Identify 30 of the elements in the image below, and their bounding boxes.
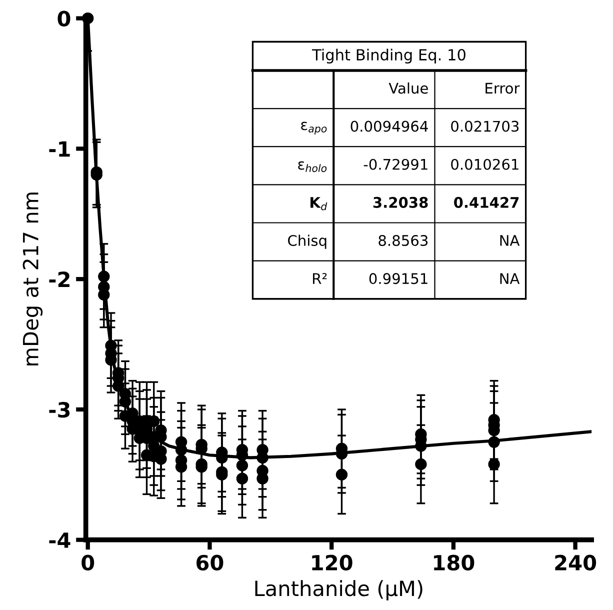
- x-axis-title: Lanthanide (μM): [255, 580, 422, 600]
- annotation: 0.41427: [454, 196, 519, 208]
- y-axis-title: mDeg at 217 nm: [22, 192, 43, 366]
- y-tick-label: 0: [58, 10, 70, 27]
- annotation: NA: [500, 235, 520, 246]
- y-tick-label: -4: [49, 532, 70, 548]
- annotation: Tight Binding Eq. 10: [312, 48, 466, 64]
- x-tick-label: 240: [555, 554, 596, 571]
- annotation: 8.8563: [378, 234, 428, 246]
- annotation: Chisq: [288, 234, 326, 249]
- annotation: R²: [313, 273, 327, 284]
- annotation: 3.2038: [373, 196, 428, 208]
- annotation: K$_{d}$: [310, 197, 328, 210]
- annotation: -0.72991: [364, 158, 428, 170]
- annotation: 0.021703: [451, 120, 519, 132]
- x-tick-label: 0: [82, 554, 94, 571]
- annotation: ε$_{apo}$: [301, 122, 327, 134]
- annotation: 0.0094964: [350, 120, 428, 132]
- annotation: Value: [388, 82, 428, 94]
- x-tick-label: 60: [196, 554, 224, 571]
- y-tick-label: -3: [49, 402, 70, 418]
- y-tick-label: -2: [49, 272, 70, 287]
- x-tick-label: 120: [312, 554, 352, 571]
- annotation: NA: [500, 273, 520, 284]
- annotation: 0.99151: [369, 273, 428, 284]
- annotation: 0.010261: [451, 158, 518, 170]
- annotation: Error: [486, 82, 520, 94]
- x-tick-label: 180: [434, 554, 474, 571]
- y-tick-label: -1: [49, 141, 70, 157]
- annotation: ε$_{holo}$: [298, 161, 327, 172]
